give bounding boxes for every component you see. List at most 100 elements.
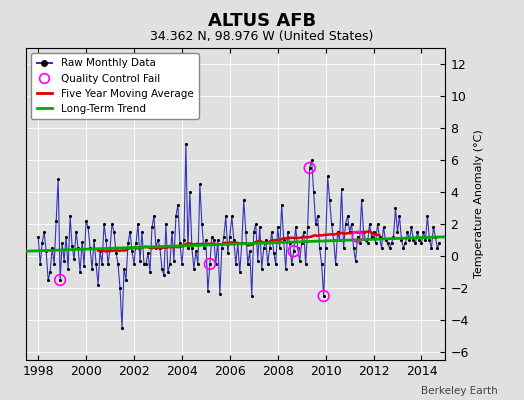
Point: [106, 245, 114, 251]
Point: [384, 240, 392, 246]
Point: [90, 237, 99, 243]
Point: [208, 234, 216, 240]
Point: [234, 240, 242, 246]
Point: [353, 234, 362, 240]
Point: [359, 229, 368, 235]
Point: [100, 221, 108, 227]
Point: [112, 250, 120, 256]
Point: [170, 258, 178, 264]
Point: [64, 266, 72, 272]
Point: [120, 266, 128, 272]
Point: [128, 248, 136, 254]
Point: [320, 293, 328, 299]
Point: [289, 248, 298, 254]
Point: [353, 234, 362, 240]
Point: [423, 213, 432, 219]
Point: [50, 261, 58, 267]
Point: [269, 250, 278, 256]
Point: [185, 189, 194, 195]
Point: [214, 237, 222, 243]
Point: [237, 240, 246, 246]
Point: [227, 213, 236, 219]
Point: [116, 285, 124, 291]
Point: [48, 245, 57, 251]
Point: [362, 237, 370, 243]
Point: [210, 237, 218, 243]
Point: [429, 224, 438, 230]
Point: [70, 256, 78, 262]
Point: [124, 240, 132, 246]
Point: [195, 181, 204, 187]
Point: [397, 237, 406, 243]
Point: [148, 224, 156, 230]
Point: [180, 237, 188, 243]
Point: [387, 240, 396, 246]
Point: [236, 269, 244, 275]
Point: [399, 245, 408, 251]
Y-axis label: Temperature Anomaly (°C): Temperature Anomaly (°C): [474, 130, 484, 278]
Point: [320, 293, 328, 299]
Point: [405, 237, 413, 243]
Point: [259, 245, 268, 251]
Point: [142, 261, 150, 267]
Point: [74, 245, 82, 251]
Point: [305, 165, 314, 171]
Point: [202, 237, 210, 243]
Point: [425, 237, 434, 243]
Point: [254, 258, 262, 264]
Point: [66, 213, 74, 219]
Point: [182, 141, 190, 147]
Point: [204, 288, 212, 294]
Point: [166, 261, 174, 267]
Point: [403, 229, 412, 235]
Point: [108, 221, 116, 227]
Point: [264, 261, 272, 267]
Point: [367, 234, 376, 240]
Point: [56, 277, 64, 283]
Point: [258, 266, 266, 272]
Point: [172, 213, 180, 219]
Point: [375, 234, 384, 240]
Point: [163, 269, 172, 275]
Point: [352, 258, 360, 264]
Point: [82, 218, 90, 224]
Point: [288, 261, 296, 267]
Point: [205, 261, 214, 267]
Point: [176, 240, 184, 246]
Point: [435, 240, 444, 246]
Point: [281, 266, 290, 272]
Point: [242, 229, 250, 235]
Point: [325, 197, 334, 203]
Point: [244, 261, 252, 267]
Point: [144, 250, 152, 256]
Point: [373, 221, 381, 227]
Point: [198, 221, 206, 227]
Point: [247, 293, 256, 299]
Point: [409, 237, 418, 243]
Point: [328, 221, 336, 227]
Point: [301, 261, 310, 267]
Point: [40, 229, 48, 235]
Point: [46, 269, 54, 275]
Point: [146, 269, 154, 275]
Point: [110, 229, 118, 235]
Point: [102, 237, 110, 243]
Point: [308, 157, 316, 163]
Point: [433, 245, 442, 251]
Point: [343, 213, 352, 219]
Point: [154, 237, 162, 243]
Point: [330, 237, 338, 243]
Point: [158, 266, 166, 272]
Point: [342, 221, 350, 227]
Point: [104, 261, 112, 267]
Point: [286, 240, 294, 246]
Point: [34, 234, 42, 240]
Point: [303, 224, 312, 230]
Point: [212, 261, 220, 267]
Point: [78, 238, 86, 245]
Text: ALTUS AFB: ALTUS AFB: [208, 12, 316, 30]
Point: [96, 248, 104, 254]
Point: [276, 245, 284, 251]
Point: [372, 240, 380, 246]
Point: [68, 243, 77, 250]
